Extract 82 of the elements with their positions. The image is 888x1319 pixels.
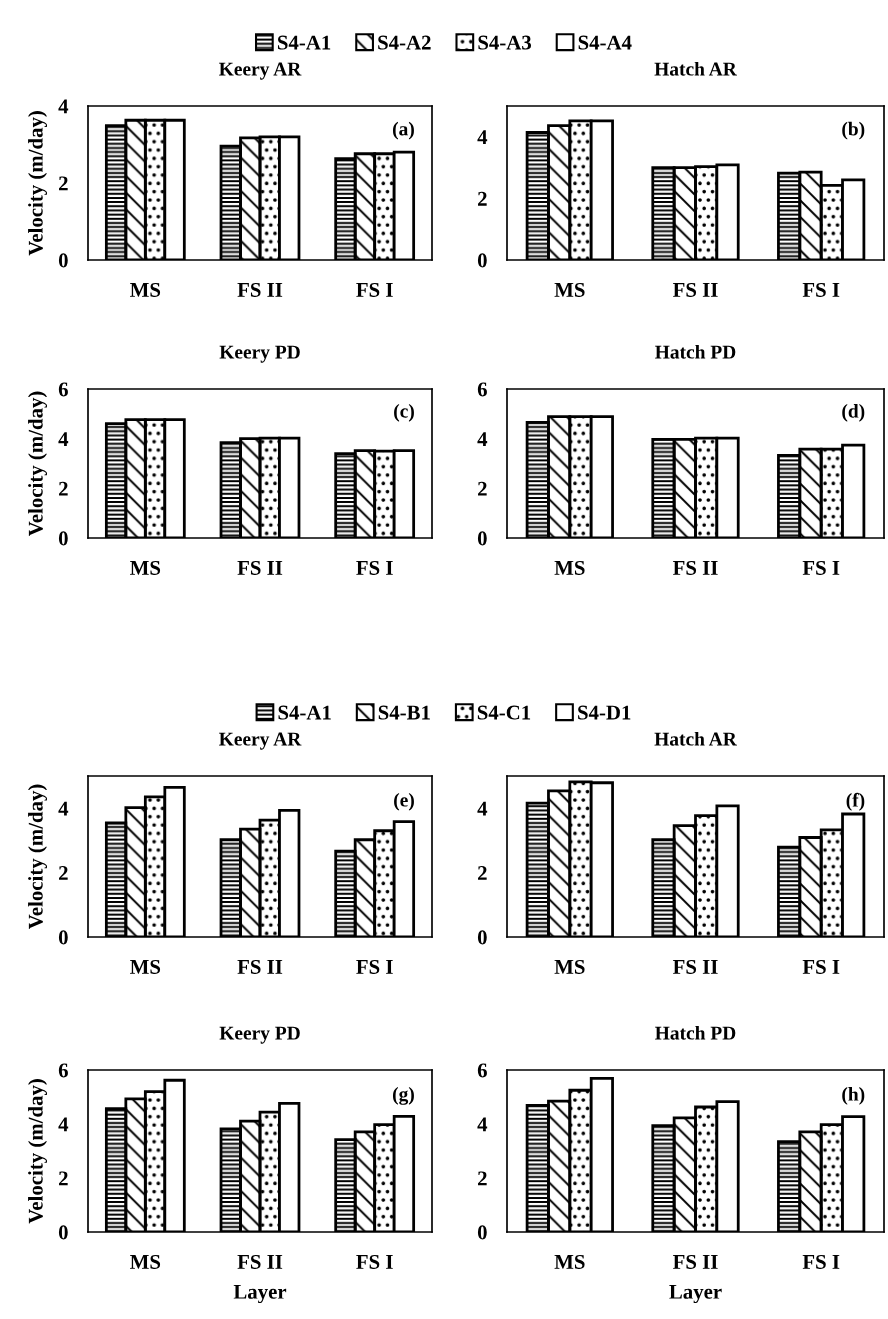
y-tick-label: 2 bbox=[478, 481, 487, 496]
x-tick-label: FS I bbox=[356, 282, 393, 297]
chart-title: Hatch AR bbox=[654, 61, 737, 76]
x-tick-label: FS I bbox=[802, 282, 840, 297]
annotation: (h) bbox=[842, 1087, 865, 1105]
y-tick-label: 2 bbox=[478, 191, 487, 206]
x-tick-label: FS I bbox=[802, 560, 840, 575]
x-tick-label: FS I bbox=[802, 959, 840, 974]
y-tick-label: 4 bbox=[58, 801, 69, 816]
legend-label: S4-B1 bbox=[378, 705, 430, 720]
y-tick-label: 6 bbox=[58, 1063, 68, 1078]
y-tick-label: 6 bbox=[477, 1063, 487, 1078]
legend-label: S4-D1 bbox=[578, 705, 631, 720]
y-axis-title: Velocity (m/day) bbox=[28, 1079, 48, 1224]
x-tick-label: MS bbox=[130, 959, 161, 974]
annotation: (f) bbox=[846, 792, 865, 811]
y-tick-label: 0 bbox=[58, 930, 68, 945]
x-tick-label: MS bbox=[554, 959, 585, 974]
annotation: (e) bbox=[394, 792, 414, 811]
x-axis-title: Layer bbox=[669, 1284, 722, 1304]
y-tick-label: 6 bbox=[58, 382, 68, 397]
y-tick-label: 4 bbox=[477, 432, 488, 446]
chart-title: Keery PD bbox=[219, 345, 300, 363]
x-tick-label: FS II bbox=[672, 1254, 718, 1269]
annotation: (g) bbox=[392, 1087, 414, 1105]
legend-label: S4-A3 bbox=[478, 35, 532, 50]
x-tick-label: FS II bbox=[237, 1254, 283, 1269]
x-tick-label: FS I bbox=[356, 1254, 393, 1269]
chart-title: Hatch PD bbox=[655, 1025, 736, 1040]
y-tick-label: 0 bbox=[58, 253, 68, 268]
chart-title: Hatch AR bbox=[654, 731, 737, 746]
annotation: (a) bbox=[392, 121, 414, 140]
y-tick-label: 4 bbox=[477, 130, 488, 145]
y-tick-label: 4 bbox=[58, 1117, 69, 1132]
annotation: (b) bbox=[842, 121, 865, 140]
legend-label: S4-A1 bbox=[277, 35, 331, 50]
y-tick-label: 0 bbox=[477, 930, 487, 945]
legend-label: S4-A4 bbox=[578, 35, 632, 50]
x-tick-label: FS II bbox=[237, 282, 283, 297]
x-tick-label: FS II bbox=[672, 560, 718, 575]
chart-title: Hatch PD bbox=[655, 344, 736, 359]
legend-label: S4-A2 bbox=[378, 35, 431, 50]
y-tick-label: 2 bbox=[59, 481, 68, 496]
x-tick-label: FS I bbox=[802, 1254, 840, 1269]
y-tick-label: 6 bbox=[477, 382, 487, 397]
chart-title: Keery AR bbox=[219, 732, 302, 750]
y-tick-label: 4 bbox=[477, 801, 488, 816]
legend-label: S4-C1 bbox=[477, 705, 531, 720]
x-tick-label: MS bbox=[130, 560, 161, 575]
chart-title: Keery AR bbox=[219, 62, 302, 80]
x-tick-label: MS bbox=[554, 282, 585, 297]
y-axis-title: Velocity (m/day) bbox=[28, 784, 48, 930]
y-tick-label: 0 bbox=[58, 531, 68, 546]
y-tick-label: 2 bbox=[59, 176, 68, 191]
y-tick-label: 4 bbox=[58, 432, 69, 446]
x-tick-label: FS I bbox=[356, 560, 393, 575]
y-tick-label: 2 bbox=[59, 1171, 68, 1186]
x-tick-label: FS I bbox=[356, 959, 393, 974]
x-tick-label: FS II bbox=[237, 959, 283, 974]
x-tick-label: FS II bbox=[237, 560, 283, 575]
y-tick-label: 2 bbox=[478, 1171, 487, 1186]
annotation: (c) bbox=[394, 404, 414, 422]
x-tick-label: MS bbox=[554, 1254, 585, 1269]
y-tick-label: 0 bbox=[477, 531, 487, 546]
y-tick-label: 0 bbox=[477, 1225, 487, 1240]
x-tick-label: FS II bbox=[672, 959, 718, 974]
x-tick-label: FS II bbox=[672, 282, 718, 297]
chart-title: Keery PD bbox=[219, 1026, 300, 1044]
y-tick-label: 2 bbox=[59, 866, 68, 880]
y-axis-title: Velocity (m/day) bbox=[28, 391, 48, 537]
annotation: (d) bbox=[842, 404, 865, 422]
x-tick-label: MS bbox=[130, 1254, 161, 1269]
y-tick-label: 0 bbox=[477, 253, 487, 268]
x-tick-label: MS bbox=[554, 560, 585, 575]
y-tick-label: 0 bbox=[58, 1225, 68, 1240]
legend-label: S4-A1 bbox=[278, 705, 331, 720]
y-tick-label: 2 bbox=[478, 866, 487, 880]
y-axis-title: Velocity (m/day) bbox=[28, 111, 48, 256]
y-tick-label: 4 bbox=[477, 1117, 488, 1132]
x-axis-title: Layer bbox=[233, 1284, 287, 1304]
y-tick-label: 4 bbox=[58, 99, 69, 114]
x-tick-label: MS bbox=[130, 282, 161, 297]
